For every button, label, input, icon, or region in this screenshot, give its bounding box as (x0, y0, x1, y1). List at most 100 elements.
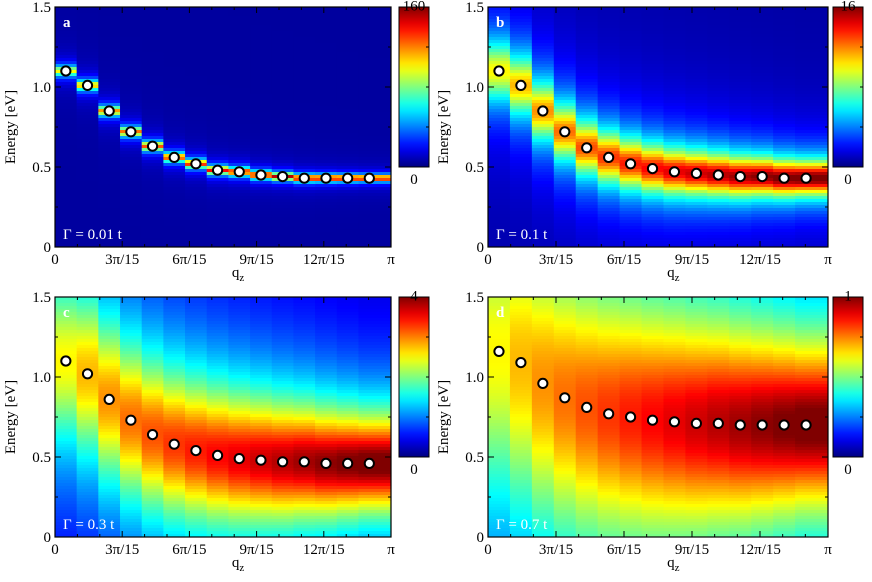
heatmap-cell (510, 339, 533, 342)
heatmap-cell (685, 333, 708, 336)
heatmap-cell (488, 462, 511, 465)
heatmap-cell (685, 181, 708, 184)
heatmap-cell (554, 345, 577, 348)
heatmap-cell (795, 130, 828, 133)
heatmap-cell (185, 315, 207, 318)
heatmap-cell (55, 88, 77, 91)
heatmap-cell (120, 531, 142, 534)
heatmap-cell (358, 354, 391, 357)
heatmap-cell (293, 321, 315, 324)
heatmap-cell (598, 438, 621, 441)
heatmap-cell (207, 118, 229, 121)
heatmap-cell (554, 420, 577, 423)
heatmap-cell (598, 357, 621, 360)
heatmap-cell (315, 193, 337, 196)
heatmap-cell (120, 369, 142, 372)
heatmap-cell (576, 306, 599, 309)
heatmap-cell (98, 181, 120, 184)
heatmap-cell (77, 208, 99, 211)
heatmap-cell (642, 220, 665, 223)
heatmap-cell (142, 363, 164, 366)
data-point (343, 174, 352, 183)
heatmap-cell (337, 495, 359, 498)
heatmap-cell (228, 61, 250, 64)
heatmap-cell (315, 70, 337, 73)
heatmap-cell (620, 151, 643, 154)
heatmap-cell (707, 384, 730, 387)
heatmap-cell (642, 142, 665, 145)
heatmap-cell (163, 327, 185, 330)
heatmap-cell (488, 474, 511, 477)
heatmap-cell (751, 58, 774, 61)
heatmap-cell (642, 456, 665, 459)
heatmap-cell (250, 238, 272, 241)
heatmap-cell (510, 372, 533, 375)
heatmap-cell (163, 16, 185, 19)
heatmap-cell (751, 145, 774, 148)
heatmap-cell (642, 354, 665, 357)
heatmap-cell (620, 444, 643, 447)
heatmap-cell (207, 414, 229, 417)
heatmap-cell (337, 483, 359, 486)
heatmap-cell (77, 420, 99, 423)
heatmap-cell (642, 357, 665, 360)
heatmap-cell (358, 124, 391, 127)
heatmap-cell (642, 130, 665, 133)
heatmap-cell (510, 504, 533, 507)
heatmap-cell (77, 432, 99, 435)
heatmap-cell (98, 34, 120, 37)
heatmap-cell (228, 46, 250, 49)
heatmap-cell (598, 468, 621, 471)
heatmap-cell (576, 238, 599, 241)
heatmap-cell (663, 519, 686, 522)
heatmap-cell (685, 459, 708, 462)
heatmap-cell (77, 34, 99, 37)
heatmap-cell (185, 94, 207, 97)
heatmap-cell (576, 220, 599, 223)
heatmap-cell (163, 118, 185, 121)
heatmap-cell (532, 64, 555, 67)
heatmap-cell (751, 447, 774, 450)
heatmap-cell (620, 372, 643, 375)
heatmap-cell (207, 82, 229, 85)
heatmap-cell (751, 13, 774, 16)
heatmap-cell (663, 387, 686, 390)
heatmap-cell (488, 465, 511, 468)
heatmap-cell (337, 525, 359, 528)
heatmap-cell (532, 369, 555, 372)
heatmap-cell (293, 333, 315, 336)
heatmap-cell (751, 318, 774, 321)
heatmap-cell (620, 480, 643, 483)
heatmap-cell (228, 58, 250, 61)
heatmap-cell (163, 372, 185, 375)
heatmap-cell (510, 13, 533, 16)
heatmap-cell (729, 70, 752, 73)
heatmap-cell (510, 109, 533, 112)
heatmap-cell (598, 67, 621, 70)
heatmap-cell (185, 145, 207, 148)
heatmap-cell (228, 414, 250, 417)
heatmap-cell (120, 429, 142, 432)
heatmap-cell (488, 414, 511, 417)
heatmap-cell (185, 178, 207, 181)
heatmap-cell (532, 202, 555, 205)
data-point (256, 170, 265, 179)
heatmap-cell (795, 145, 828, 148)
heatmap-cell (185, 309, 207, 312)
heatmap-cell (272, 444, 294, 447)
heatmap-cell (510, 510, 533, 513)
heatmap-cell (532, 97, 555, 100)
heatmap-cell (707, 208, 730, 211)
data-point (256, 456, 265, 465)
heatmap-cell (228, 504, 250, 507)
heatmap-cell (663, 154, 686, 157)
heatmap-cell (272, 202, 294, 205)
heatmap-cell (55, 450, 77, 453)
heatmap-cell (598, 378, 621, 381)
heatmap-cell (272, 163, 294, 166)
heatmap-cell (773, 235, 796, 238)
heatmap-cell (228, 525, 250, 528)
heatmap-cell (751, 483, 774, 486)
heatmap-cell (358, 417, 391, 420)
heatmap-cell (685, 238, 708, 241)
